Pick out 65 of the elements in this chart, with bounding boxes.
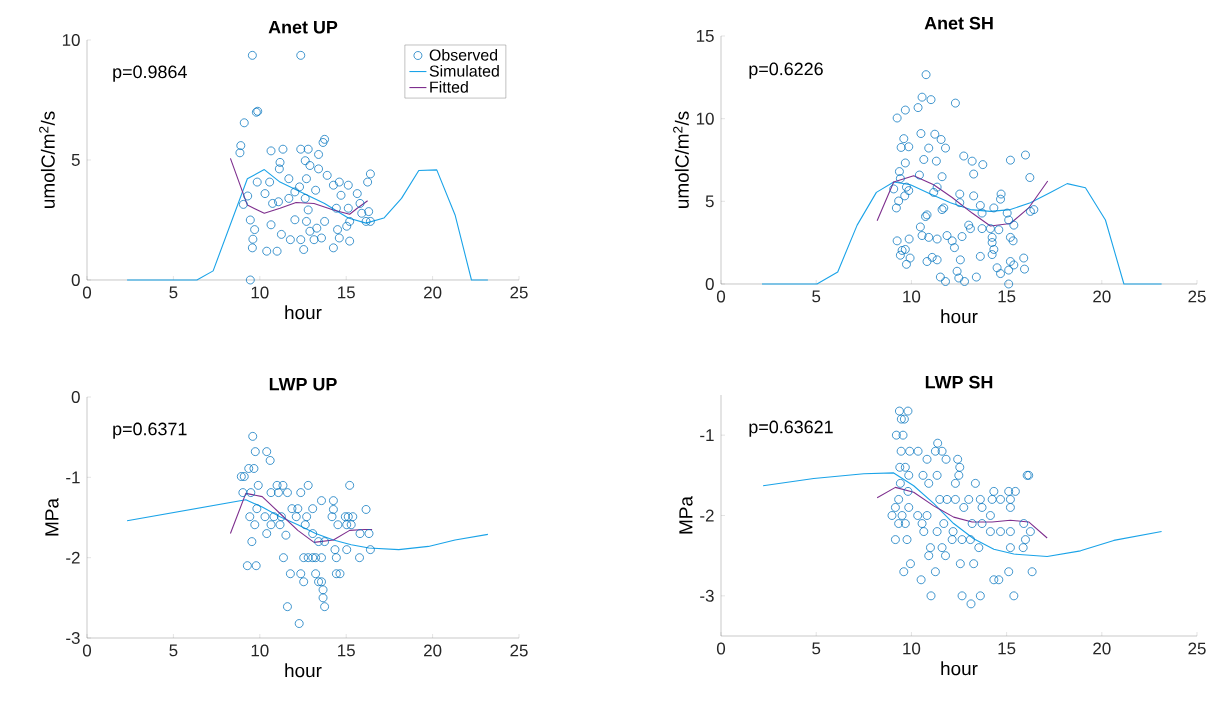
x-tick-label: 25 bbox=[1188, 290, 1206, 303]
x-tick-label: 5 bbox=[812, 642, 821, 655]
annotation: p=0.9864 bbox=[113, 65, 187, 82]
x-tick-label: 0 bbox=[82, 644, 92, 657]
annotation: p=0.6226 bbox=[749, 62, 823, 79]
line-series bbox=[126, 499, 489, 551]
x-tick-label: 0 bbox=[82, 286, 92, 299]
x-tick-label: 0 bbox=[716, 290, 726, 303]
y-axis-title: MPa bbox=[45, 498, 59, 536]
y-tick-label: 10 bbox=[696, 112, 714, 125]
annotation: p=0.6371 bbox=[113, 422, 187, 439]
chart-title: Anet UP bbox=[268, 20, 338, 34]
x-tick-label: 15 bbox=[998, 642, 1016, 655]
chart-title: LWP UP bbox=[269, 377, 337, 391]
x-axis-title: hour bbox=[285, 663, 322, 678]
annotation: p=0.63621 bbox=[749, 420, 833, 437]
y-tick-label: 0 bbox=[705, 278, 714, 290]
legend-label: Observed bbox=[429, 48, 498, 61]
x-tick-label: 0 bbox=[716, 642, 726, 655]
y-tick-label: 10 bbox=[62, 33, 80, 46]
legend-label: Simulated bbox=[429, 65, 499, 77]
x-axis-title: hour bbox=[941, 309, 978, 324]
line-series bbox=[229, 492, 373, 543]
x-tick-label: 20 bbox=[424, 286, 442, 299]
x-tick-label: 10 bbox=[251, 644, 269, 657]
x-tick-label: 5 bbox=[169, 286, 178, 299]
x-tick-label: 10 bbox=[903, 642, 921, 655]
y-tick-label: 5 bbox=[71, 154, 80, 166]
y-tick-label: 0 bbox=[71, 391, 80, 403]
x-tick-label: 25 bbox=[1188, 642, 1206, 655]
y-axis-title: umolC/m$^{2}$/s bbox=[39, 111, 55, 208]
x-tick-label: 5 bbox=[812, 290, 821, 303]
line-series bbox=[229, 157, 369, 215]
legend-label: Fitted bbox=[430, 81, 468, 93]
line-series bbox=[876, 175, 1049, 227]
x-tick-label: 10 bbox=[903, 290, 921, 303]
y-axis-title: MPa bbox=[679, 496, 693, 534]
y-tick-label: -2 bbox=[66, 551, 80, 564]
x-tick-label: 20 bbox=[1093, 290, 1111, 303]
y-tick-label: -3 bbox=[66, 632, 80, 644]
x-tick-label: 10 bbox=[251, 286, 269, 299]
x-axis-title: hour bbox=[941, 661, 978, 676]
x-tick-label: 25 bbox=[510, 286, 528, 299]
y-tick-label: -1 bbox=[66, 471, 80, 484]
line-series bbox=[876, 486, 1048, 539]
x-tick-label: 25 bbox=[510, 644, 528, 657]
chart-title: LWP SH bbox=[925, 375, 993, 389]
y-tick-label: -2 bbox=[700, 509, 714, 522]
y-axis-title: umolC/m$^{2}$/s bbox=[673, 111, 689, 208]
x-tick-label: 20 bbox=[1093, 642, 1111, 655]
y-tick-label: -1 bbox=[700, 429, 714, 441]
y-tick-label: 15 bbox=[696, 30, 714, 42]
y-tick-label: 5 bbox=[705, 195, 714, 208]
line-series bbox=[762, 472, 1163, 558]
y-tick-label: 0 bbox=[71, 274, 80, 286]
x-tick-label: 15 bbox=[998, 290, 1016, 303]
x-tick-label: 15 bbox=[338, 644, 355, 657]
x-tick-label: 20 bbox=[424, 644, 442, 657]
x-tick-label: 15 bbox=[338, 286, 355, 299]
line-series bbox=[126, 169, 489, 281]
line-series bbox=[761, 181, 1163, 285]
chart-title: Anet SH bbox=[924, 16, 993, 30]
x-axis-title: hour bbox=[285, 305, 322, 320]
y-tick-label: -3 bbox=[700, 589, 714, 602]
x-tick-label: 5 bbox=[169, 644, 178, 657]
